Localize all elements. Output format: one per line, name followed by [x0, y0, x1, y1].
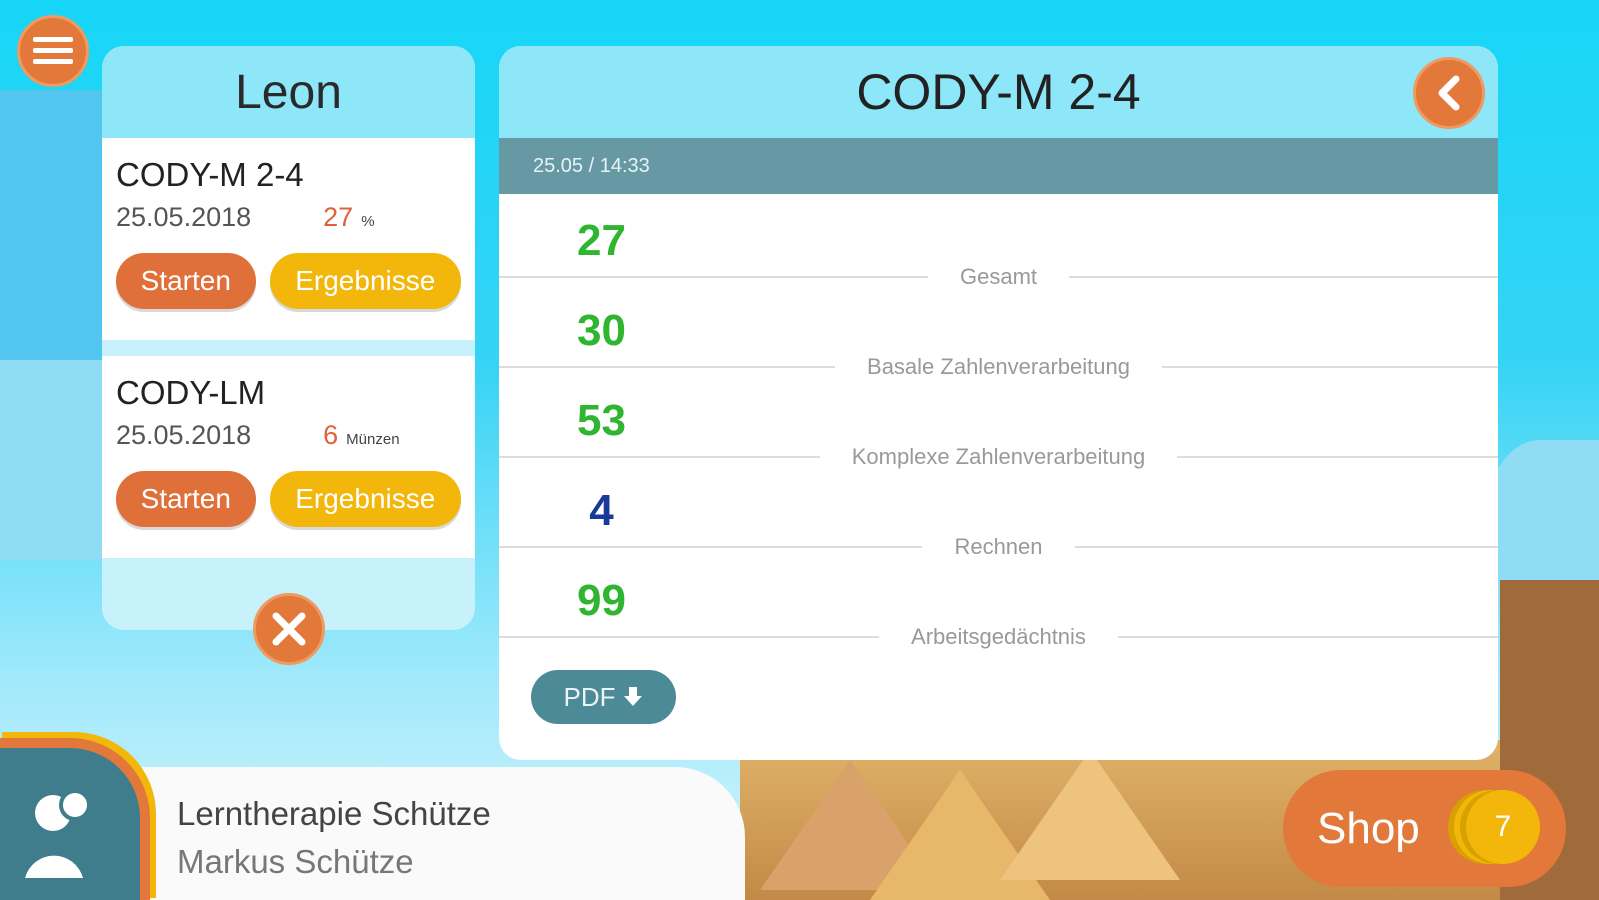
results-panel: CODY-M 2-4 25.05 / 14:33 27 Gesamt 30 Basal…: [499, 46, 1498, 760]
result-value: 53: [577, 396, 626, 445]
chevron-left-icon: [1438, 75, 1460, 111]
results-button[interactable]: Ergebnisse: [269, 471, 461, 527]
student-name: Leon: [102, 46, 475, 138]
result-label: Basale Zahlenverarbeitung: [835, 354, 1162, 379]
close-icon: [272, 612, 306, 646]
results-button[interactable]: Ergebnisse: [269, 253, 461, 309]
result-row: 27 Gesamt: [499, 194, 1498, 289]
test-title: CODY-M 2-4: [116, 156, 304, 193]
result-value: 99: [577, 576, 626, 625]
result-label: Rechnen: [922, 534, 1075, 559]
test-card: CODY-LM 25.05.2018 6 Münzen Starten Ergebni…: [102, 356, 475, 558]
test-unit: %: [361, 213, 375, 230]
test-score: 6: [323, 420, 339, 450]
close-button[interactable]: [253, 593, 325, 665]
result-row: 53 Komplexe Zahlenverarbeitung: [499, 374, 1498, 469]
hamburger-icon: [33, 37, 73, 64]
result-label: Arbeitsgedächtnis: [879, 624, 1118, 649]
download-arrow-icon: [623, 687, 642, 706]
practice-name: Lerntherapie Schütze: [177, 795, 491, 832]
users-icon: [25, 789, 91, 878]
results-title: CODY-M 2-4: [499, 46, 1498, 138]
pdf-download-button[interactable]: PDF: [531, 670, 676, 724]
result-value: 4: [589, 486, 614, 535]
test-score: 27: [323, 202, 354, 232]
result-value: 27: [577, 216, 626, 265]
user-name: Markus Schütze: [177, 843, 414, 880]
result-row: 99 Arbeitsgedächtnis: [499, 554, 1498, 649]
test-date: 25.05.2018: [116, 420, 252, 450]
test-unit: Münzen: [346, 431, 400, 448]
pyramid: [1000, 750, 1180, 880]
results-timestamp: 25.05 / 14:33: [499, 138, 1498, 194]
result-label: Gesamt: [927, 264, 1070, 289]
test-title: CODY-LM: [116, 374, 266, 411]
menu-button[interactable]: [17, 15, 89, 87]
result-row: 4 Rechnen: [499, 464, 1498, 559]
result-label: Komplexe Zahlenverarbeitung: [819, 444, 1178, 469]
test-card: CODY-M 2-4 25.05.2018 27% Starten Ergebnis…: [102, 138, 475, 340]
start-button[interactable]: Starten: [116, 471, 256, 527]
pdf-label: PDF: [563, 681, 616, 712]
result-value: 30: [577, 306, 626, 355]
result-row: 30 Basale Zahlenverarbeitung: [499, 284, 1498, 379]
test-date: 25.05.2018: [116, 202, 252, 232]
shop-button[interactable]: Shop 7: [1283, 770, 1566, 887]
student-panel: Leon CODY-M 2-4 25.05.2018 27% Starten Erg…: [102, 46, 475, 630]
coin-icon: 7: [1466, 790, 1540, 864]
avatar[interactable]: [0, 738, 150, 900]
coin-count: 7: [1494, 810, 1512, 843]
start-button[interactable]: Starten: [116, 253, 256, 309]
back-button[interactable]: [1413, 57, 1485, 129]
shop-label: Shop: [1317, 803, 1420, 853]
